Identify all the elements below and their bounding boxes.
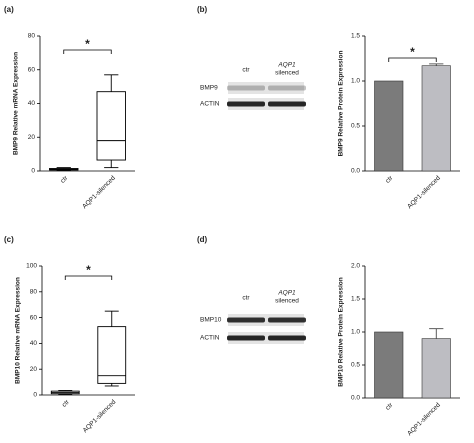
y-tick-label: 20 [30, 366, 38, 373]
y-tick-label: 1.0 [351, 78, 360, 85]
lane-sublabel: silenced [275, 298, 299, 305]
y-tick-label: 1.0 [351, 329, 360, 336]
significance-star: * [410, 45, 415, 59]
panel-label: (a) [4, 5, 14, 14]
y-tick-label: 80 [30, 289, 38, 296]
x-tick-label: AQP1-silenced [406, 174, 442, 210]
bar [421, 338, 451, 399]
blot-background [228, 314, 304, 326]
row-label: ACTIN [200, 101, 220, 108]
x-tick-label: ctr [61, 398, 72, 409]
bar [421, 65, 451, 172]
band [227, 85, 265, 91]
blot-background [228, 82, 304, 94]
lane-label: ctr [242, 67, 250, 74]
blot-background [228, 98, 304, 110]
y-tick-label: 1.5 [351, 296, 360, 303]
y-tick-label: 0.5 [351, 123, 360, 130]
y-tick-label: 2.0 [351, 263, 360, 270]
band [227, 335, 265, 341]
row-label: ACTIN [200, 335, 220, 342]
y-axis-label: BMP10 Relative Protein Expression [338, 277, 345, 386]
significance-star: * [86, 263, 91, 277]
x-tick-label: ctr [384, 174, 395, 185]
bar [374, 331, 404, 399]
lane-label: AQP1 [277, 62, 296, 69]
lane-label: ctr [242, 295, 250, 302]
panel-label: (d) [197, 235, 208, 244]
y-tick-label: 1.5 [351, 33, 360, 40]
box [97, 326, 127, 384]
x-tick-label: AQP1-silenced [81, 174, 117, 210]
panel-label: (b) [197, 5, 208, 14]
x-tick-label: ctr [384, 401, 395, 412]
band [268, 85, 306, 91]
blot-background [228, 332, 304, 344]
row-label: BMP9 [200, 85, 218, 92]
y-tick-label: 60 [30, 314, 38, 321]
x-tick-label: AQP1-silenced [82, 398, 118, 434]
y-axis-label: BMP10 Relative mRNA Expression [15, 277, 22, 384]
y-tick-label: 20 [28, 134, 36, 141]
band [268, 101, 306, 107]
x-tick-label: AQP1-silenced [406, 401, 442, 437]
band [268, 335, 306, 341]
y-tick-label: 0 [31, 168, 35, 175]
lane-label: AQP1 [277, 290, 296, 297]
y-tick-label: 100 [26, 263, 37, 270]
significance-star: * [85, 37, 90, 51]
x-tick-label: ctr [59, 174, 70, 185]
significance-bracket [388, 57, 437, 62]
band [268, 317, 306, 323]
bar [374, 80, 404, 172]
band [227, 101, 265, 107]
row-label: BMP10 [200, 317, 222, 324]
significance-bracket [63, 49, 112, 54]
y-tick-label: 0.0 [351, 168, 360, 175]
band [227, 317, 265, 323]
y-tick-label: 0.0 [351, 395, 360, 402]
panel-label: (c) [4, 235, 14, 244]
y-tick-label: 0 [33, 392, 37, 399]
significance-bracket [64, 275, 113, 280]
y-tick-label: 80 [28, 33, 36, 40]
y-tick-label: 40 [30, 340, 38, 347]
y-axis-label: BMP9 Relative Protein Expression [338, 51, 345, 157]
y-axis-label: BMP9 Relative mRNA Expression [13, 52, 20, 155]
y-tick-label: 60 [28, 66, 36, 73]
lane-sublabel: silenced [275, 70, 299, 77]
y-tick-label: 40 [28, 100, 36, 107]
y-tick-label: 0.5 [351, 362, 360, 369]
box [96, 91, 126, 161]
